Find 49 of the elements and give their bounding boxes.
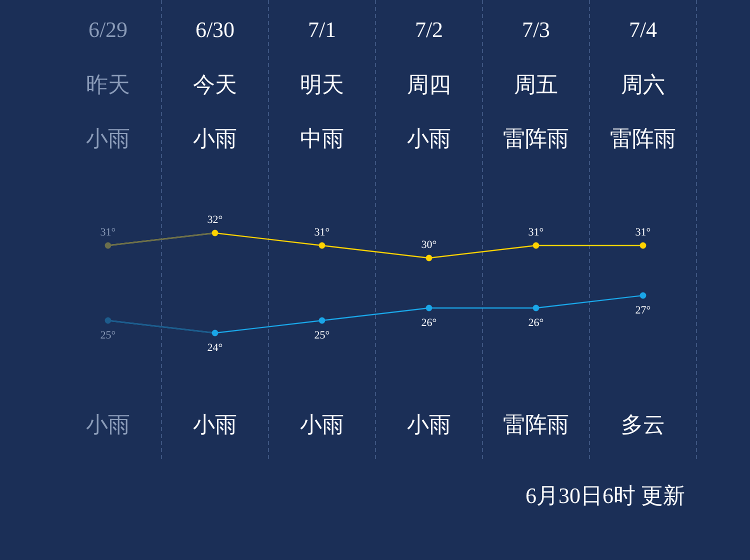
point <box>426 254 432 262</box>
data-label: 31° <box>100 226 116 238</box>
x-tick-label: 7/3 <box>522 17 550 42</box>
point <box>640 292 646 299</box>
data-label: 26° <box>528 317 544 329</box>
point <box>532 242 540 249</box>
point <box>212 330 218 336</box>
text: 昨天 <box>86 72 130 97</box>
data-label: 26° <box>421 317 437 329</box>
data-label: 27° <box>635 304 651 316</box>
data-label: 31° <box>314 226 330 238</box>
text: 周六 <box>621 72 665 97</box>
text: 小雨 <box>193 412 237 437</box>
text: 今天 <box>193 72 237 97</box>
text: 周五 <box>514 72 558 97</box>
point <box>104 317 112 324</box>
data-label: 30° <box>421 239 437 251</box>
text: 周四 <box>407 72 451 97</box>
x-tick-label: 7/4 <box>628 17 658 42</box>
point <box>212 230 218 236</box>
text: 6月30日6时 更新 <box>526 483 685 508</box>
text: 中雨 <box>300 126 344 151</box>
data-label: 25° <box>100 330 116 342</box>
text: 雷阵雨 <box>503 126 569 151</box>
data-label: 31° <box>635 226 651 238</box>
text: 小雨 <box>407 126 451 151</box>
point <box>640 242 646 249</box>
data-label: 32° <box>207 214 223 226</box>
point <box>426 304 432 312</box>
data-label: 25° <box>314 330 330 342</box>
text: 多云 <box>621 412 665 437</box>
x-tick-label: 6/30 <box>195 17 235 42</box>
text: 明天 <box>300 72 344 97</box>
text: 雷阵雨 <box>503 412 569 437</box>
text: 小雨 <box>86 126 130 151</box>
x-tick-label: 7/1 <box>308 17 336 42</box>
text: 小雨 <box>407 412 451 437</box>
text: 小雨 <box>86 412 130 437</box>
point <box>318 317 326 324</box>
point <box>104 242 112 249</box>
text: 小雨 <box>300 412 344 437</box>
data-label: 31° <box>528 226 544 238</box>
text: 小雨 <box>193 126 237 151</box>
x-tick-label: 7/2 <box>414 17 444 42</box>
point <box>532 304 540 312</box>
data-label: 24° <box>207 342 223 354</box>
x-tick-label: 6/29 <box>88 17 128 42</box>
text: 雷阵雨 <box>610 126 676 151</box>
point <box>318 242 326 249</box>
